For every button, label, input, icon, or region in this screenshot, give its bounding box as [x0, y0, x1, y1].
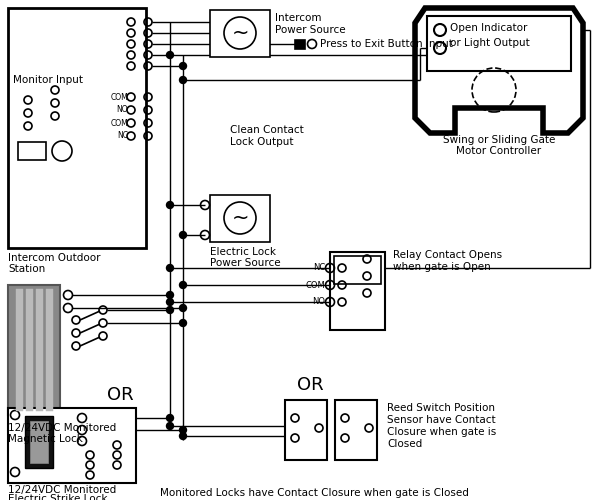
- Bar: [16, 289, 23, 411]
- Text: Closed: Closed: [387, 439, 422, 449]
- Text: Clean Contact: Clean Contact: [230, 125, 304, 135]
- Bar: [46, 289, 53, 411]
- Text: OR: OR: [297, 376, 323, 394]
- Circle shape: [179, 432, 187, 440]
- Text: COM: COM: [305, 280, 325, 289]
- Text: COM: COM: [110, 92, 128, 102]
- Bar: [18, 142, 46, 160]
- Text: 12/24VDC Monitored: 12/24VDC Monitored: [8, 423, 116, 433]
- Text: NC: NC: [313, 264, 325, 272]
- Bar: [25, 416, 53, 468]
- Circle shape: [166, 292, 173, 298]
- Text: Intercom: Intercom: [275, 13, 321, 23]
- Text: when gate is Open: when gate is Open: [393, 262, 491, 272]
- Circle shape: [179, 76, 187, 84]
- Text: Relay Contact Opens: Relay Contact Opens: [393, 250, 502, 260]
- Text: Power Source: Power Source: [275, 25, 346, 35]
- Bar: [427, 16, 571, 71]
- Circle shape: [179, 62, 187, 70]
- Text: Closure when gate is: Closure when gate is: [387, 427, 496, 437]
- Bar: [330, 252, 385, 330]
- Text: Press to Exit Button Input: Press to Exit Button Input: [320, 39, 453, 49]
- Circle shape: [166, 202, 173, 208]
- Text: COM: COM: [110, 118, 128, 128]
- Text: Motor Controller: Motor Controller: [457, 146, 542, 156]
- Text: or Light Output: or Light Output: [450, 38, 530, 48]
- Bar: [26, 289, 33, 411]
- Bar: [8, 285, 60, 415]
- Bar: [210, 10, 270, 57]
- Bar: [30, 421, 48, 463]
- Circle shape: [166, 422, 173, 430]
- Bar: [285, 400, 327, 460]
- Text: Intercom Outdoor: Intercom Outdoor: [8, 253, 101, 263]
- Text: Magnetic Lock: Magnetic Lock: [8, 434, 83, 444]
- Text: Open Indicator: Open Indicator: [450, 23, 527, 33]
- Text: Monitored Locks have Contact Closure when gate is Closed: Monitored Locks have Contact Closure whe…: [160, 488, 469, 498]
- Text: NC: NC: [117, 132, 128, 140]
- Text: ~: ~: [231, 23, 249, 43]
- Text: Station: Station: [8, 264, 45, 274]
- Bar: [8, 8, 146, 248]
- Bar: [335, 400, 377, 460]
- Text: Electric Lock: Electric Lock: [210, 247, 276, 257]
- Text: ~: ~: [231, 208, 249, 228]
- Bar: [295, 40, 305, 49]
- Bar: [334, 256, 381, 284]
- Text: Power Source: Power Source: [210, 258, 281, 268]
- Circle shape: [179, 282, 187, 288]
- Circle shape: [179, 426, 187, 434]
- Bar: [8, 408, 136, 483]
- Text: 12/24VDC Monitored: 12/24VDC Monitored: [8, 485, 116, 495]
- Circle shape: [166, 264, 173, 272]
- Text: Monitor Input: Monitor Input: [13, 75, 83, 85]
- Text: Reed Switch Position: Reed Switch Position: [387, 403, 495, 413]
- Text: Sensor have Contact: Sensor have Contact: [387, 415, 496, 425]
- Text: Swing or Sliding Gate: Swing or Sliding Gate: [443, 135, 555, 145]
- Circle shape: [179, 232, 187, 238]
- Text: NO: NO: [312, 298, 325, 306]
- Circle shape: [166, 414, 173, 422]
- Text: Electric Strike Lock: Electric Strike Lock: [8, 494, 107, 500]
- Circle shape: [166, 52, 173, 59]
- Circle shape: [166, 306, 173, 314]
- Text: NO: NO: [116, 106, 128, 114]
- Circle shape: [166, 298, 173, 306]
- Text: OR: OR: [107, 386, 134, 404]
- Text: Lock Output: Lock Output: [230, 137, 293, 147]
- Circle shape: [179, 304, 187, 312]
- Circle shape: [179, 320, 187, 326]
- Bar: [36, 289, 43, 411]
- Bar: [210, 195, 270, 242]
